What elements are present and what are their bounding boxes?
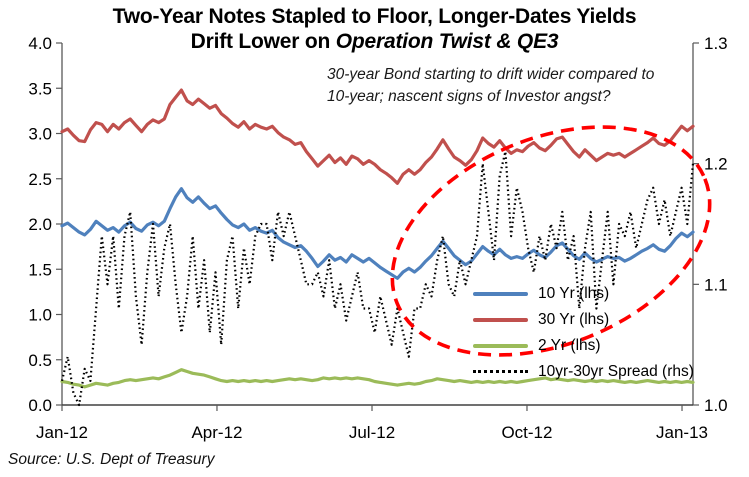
y-axis-left-label: 2.0 — [28, 215, 52, 234]
series-spread-line — [60, 150, 695, 407]
y-axis-right-label: 1.1 — [704, 275, 728, 294]
legend: 10 Yr (lhs) 30 Yr (lhs) 2 Yr (lhs) 10yr-… — [473, 284, 694, 381]
y-axis-left-label: 1.0 — [28, 306, 52, 325]
y-axis-right-label: 1.0 — [704, 396, 728, 415]
legend-label: 30 Yr (lhs) — [538, 310, 610, 328]
x-axis-label: Apr-12 — [191, 423, 242, 442]
legend-line-sample-2yr — [473, 343, 528, 348]
y-axis-left-label: 4.0 — [28, 34, 52, 53]
legend-label: 2 Yr (lhs) — [538, 336, 601, 354]
y-axis-left-label: 3.0 — [28, 125, 52, 144]
chart-title-line2: Drift Lower on Operation Twist & QE3 — [0, 29, 749, 54]
highlight-ellipse — [390, 125, 712, 357]
series-10yr-line — [60, 187, 695, 280]
chart-title-line2-normal: Drift Lower on — [190, 30, 336, 53]
legend-line-sample-spread — [473, 370, 528, 373]
legend-line-sample-10yr — [473, 291, 528, 296]
legend-line-sample-30yr — [473, 317, 528, 322]
chart-title-line2-italic: Operation Twist & QE3 — [335, 30, 559, 53]
legend-item-2yr: 2 Yr (lhs) — [473, 336, 694, 355]
chart-annotation: 30-year Bond starting to drift wider com… — [327, 64, 654, 108]
y-axis-left-label: 0.0 — [28, 396, 52, 415]
x-axis-label: Jan-13 — [656, 423, 708, 442]
legend-item-30yr: 30 Yr (lhs) — [473, 310, 694, 329]
y-axis-left-label: 3.5 — [28, 79, 52, 98]
legend-item-10yr: 10 Yr (lhs) — [473, 284, 694, 303]
source-note: Source: U.S. Dept of Treasury — [8, 451, 215, 468]
y-axis-left-label: 1.5 — [28, 260, 52, 279]
annotation-line1: 30-year Bond starting to drift wider com… — [327, 66, 655, 83]
y-axis-right-label: 1.3 — [704, 34, 728, 53]
chart-title-line1: Two-Year Notes Stapled to Floor, Longer-… — [112, 5, 637, 28]
legend-label: 10yr-30yr Spread (rhs) — [538, 362, 694, 380]
x-axis-label: Jul-12 — [349, 423, 395, 442]
chart-title: Two-Year Notes Stapled to Floor, Longer-… — [0, 4, 749, 54]
legend-item-spread: 10yr-30yr Spread (rhs) — [473, 362, 694, 381]
legend-label: 10 Yr (lhs) — [538, 284, 610, 302]
annotation-line2: 10-year; nascent signs of Investor angst… — [327, 88, 611, 105]
y-axis-right-label: 1.2 — [704, 155, 728, 174]
series-2yr-line — [60, 368, 695, 389]
x-axis-label: Oct-12 — [501, 423, 552, 442]
x-axis-label: Jan-12 — [36, 423, 88, 442]
y-axis-left-label: 2.5 — [28, 170, 52, 189]
y-axis-left-label: 0.5 — [28, 351, 52, 370]
series-30yr-line — [60, 88, 695, 185]
